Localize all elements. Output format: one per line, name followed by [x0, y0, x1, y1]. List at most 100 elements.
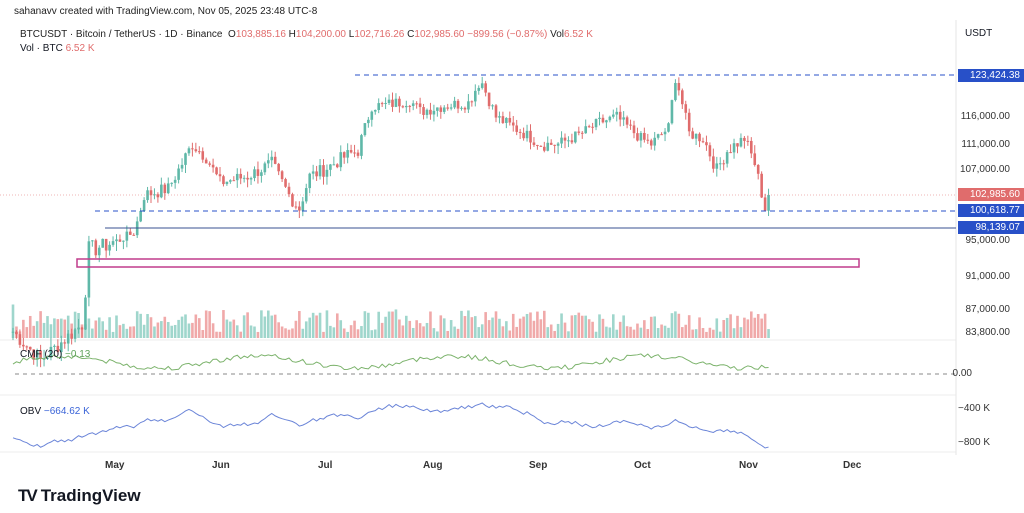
candle-body — [166, 183, 170, 194]
volume-bar — [46, 316, 49, 338]
x-tick: Jun — [212, 460, 230, 471]
volume-bar — [543, 310, 546, 338]
candle-body — [170, 182, 173, 184]
volume-bar — [222, 310, 225, 338]
candle-body — [725, 152, 729, 164]
volume-bar — [346, 331, 349, 338]
candle-body — [463, 107, 467, 110]
candle-body — [432, 110, 436, 115]
volume-bar — [636, 323, 639, 338]
candle-body — [325, 169, 329, 177]
candle-body — [405, 105, 408, 108]
volume-bar — [318, 312, 322, 338]
volume-bar — [260, 310, 263, 338]
candle-body — [532, 142, 536, 145]
volume-bar — [446, 330, 449, 338]
volume-bar — [429, 311, 432, 338]
volume-bar — [546, 327, 550, 338]
vol: 6.52 K — [563, 29, 593, 40]
obv-label: OBV — [20, 406, 42, 417]
candle-body — [663, 131, 667, 135]
candle-body — [546, 142, 550, 151]
volume-bar — [501, 326, 505, 338]
candle-body — [142, 200, 146, 211]
candle-body — [456, 100, 460, 109]
candle-body — [160, 184, 163, 198]
candle-body — [649, 140, 653, 146]
volume-bar — [108, 317, 111, 338]
candle-body — [643, 132, 646, 140]
candle-body — [384, 102, 387, 104]
c-label: C — [407, 29, 415, 40]
candle-body — [674, 82, 677, 101]
volume-bar — [525, 313, 529, 338]
vol2-value: 6.52 K — [65, 43, 95, 54]
candle-body — [380, 103, 384, 105]
volume-bar — [349, 325, 353, 338]
candle-body — [494, 105, 498, 118]
candle-body — [125, 231, 129, 241]
candle-body — [491, 105, 494, 107]
volume-bar — [336, 313, 339, 338]
candle-body — [108, 244, 111, 251]
candle-body — [567, 140, 570, 142]
x-tick: Sep — [529, 460, 548, 471]
candle-body — [94, 240, 98, 256]
volume-bar — [618, 321, 622, 338]
volume-bar — [587, 319, 591, 338]
volume-bar — [142, 324, 146, 338]
candle-body — [515, 125, 518, 132]
candle-body — [122, 240, 125, 242]
candle-body — [225, 181, 229, 185]
volume-bar — [449, 320, 453, 338]
volume-bar — [574, 315, 577, 338]
volume-bar — [163, 316, 167, 338]
volume-bar — [298, 311, 301, 338]
volume-bar — [553, 330, 556, 338]
volume-bar — [11, 304, 15, 338]
volume-bar — [180, 316, 184, 338]
volume-bar — [515, 326, 518, 338]
candle-body — [743, 137, 746, 141]
volume-bar — [184, 314, 187, 338]
volume-bar — [42, 322, 46, 338]
volume-bar — [739, 327, 743, 338]
candle-body — [601, 117, 605, 123]
volume-bar — [122, 323, 125, 338]
volume-bar — [177, 319, 180, 338]
low: 102,716.26 — [354, 29, 405, 40]
candle-body — [518, 131, 522, 133]
demand-zone — [76, 258, 860, 268]
candle-body — [342, 152, 346, 158]
volume-bar — [518, 318, 522, 338]
candle-body — [91, 240, 94, 242]
volume-bar — [49, 324, 53, 338]
volume-bar — [294, 320, 298, 338]
volume-bar — [149, 317, 153, 338]
candle-body — [667, 123, 670, 132]
candle-body — [653, 137, 656, 146]
volume-bar — [87, 318, 91, 338]
volume-bar — [463, 316, 467, 338]
candle-body — [681, 90, 684, 105]
candle-body — [49, 346, 53, 358]
candle-body — [401, 106, 405, 108]
volume-bar — [401, 325, 405, 338]
volume-bar — [684, 324, 688, 338]
obv-tick: −800 K — [958, 437, 990, 448]
volume-bar — [353, 320, 356, 338]
volume-bar — [694, 329, 698, 338]
candle-body — [539, 145, 543, 147]
candle-body — [756, 164, 760, 174]
symbol[interactable]: BTCUSDT · Bitcoin / TetherUS · 1D · Bina… — [20, 29, 223, 40]
candle-body — [322, 165, 325, 177]
candle-body — [156, 194, 160, 198]
candle-body — [246, 177, 249, 180]
volume-bar — [698, 317, 701, 338]
candle-body — [408, 105, 412, 107]
candle-body — [84, 297, 87, 330]
candle-body — [22, 344, 25, 347]
candle-body — [656, 134, 660, 138]
tradingview-logo[interactable]: TV TradingView — [18, 486, 141, 506]
